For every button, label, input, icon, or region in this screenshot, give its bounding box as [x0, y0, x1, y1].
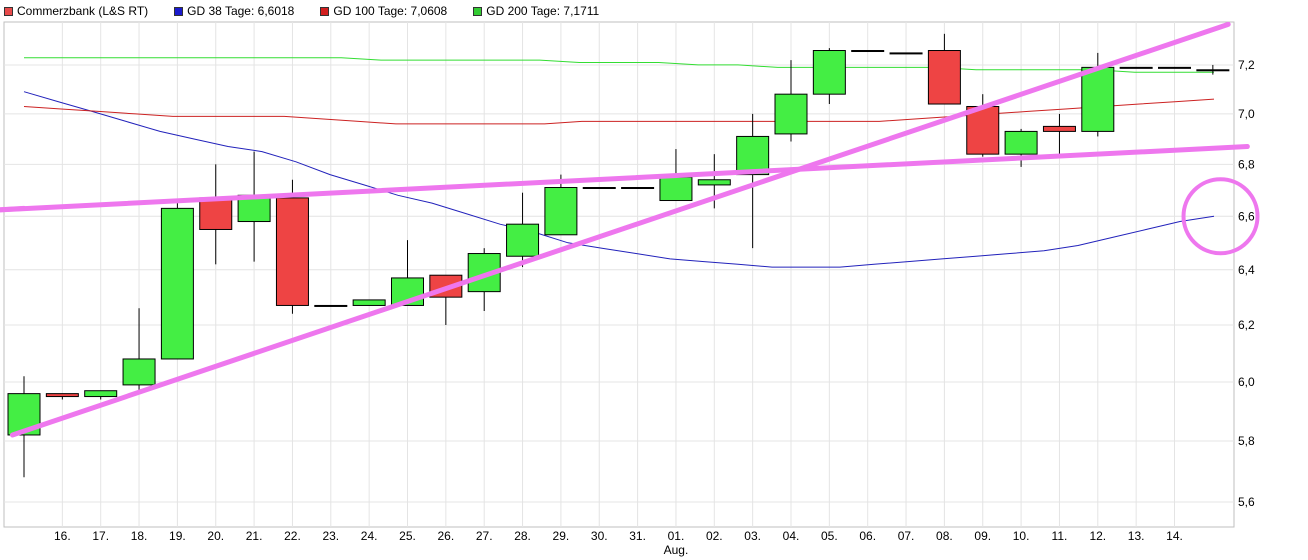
x-tick-label: 08. [936, 529, 953, 543]
y-tick-label: 7,0 [1238, 107, 1255, 121]
candle-body [659, 176, 693, 202]
x-tick-label: 18. [131, 529, 148, 543]
plot-area [3, 21, 1235, 528]
x-tick-label: 20. [207, 529, 224, 543]
x-tick-label: 12. [1089, 529, 1106, 543]
x-sublabel: Aug. [664, 543, 689, 557]
x-tick-label: 06. [859, 529, 876, 543]
x-tick-label: 10. [1013, 529, 1030, 543]
candle-body [736, 135, 770, 176]
x-tick-label: 13. [1128, 529, 1145, 543]
y-tick-label: 5,6 [1238, 495, 1255, 509]
trendline [0, 144, 1250, 213]
series-line-gd38 [23, 91, 1215, 268]
candle-body [1196, 69, 1230, 72]
candle-body [45, 393, 79, 398]
x-tick-label: 19. [169, 529, 186, 543]
x-tick-label: 31. [629, 529, 646, 543]
x-tick-label: 21. [246, 529, 263, 543]
legend-label-commerzbank: Commerzbank (L&S RT) [17, 4, 149, 18]
x-tick-label: 16. [54, 529, 71, 543]
x-tick-label: 30. [591, 529, 608, 543]
x-tick-label: 27. [476, 529, 493, 543]
x-tick-label: 09. [974, 529, 991, 543]
candle-body [889, 52, 923, 55]
candle-body [851, 50, 885, 53]
candle-body [582, 187, 616, 190]
x-tick-label: 29. [553, 529, 570, 543]
x-tick-label: 01. [668, 529, 685, 543]
candle-body [275, 197, 309, 306]
series-line-gd100 [23, 98, 1215, 125]
candle-body [697, 179, 731, 186]
series-line-gd200 [24, 57, 1214, 73]
y-tick-label: 6,4 [1238, 263, 1255, 277]
candle-body [927, 50, 961, 105]
legend-label-gd200: GD 200 Tage: 7,1711 [486, 4, 600, 18]
x-tick-label: 25. [399, 529, 416, 543]
candle-body [160, 207, 194, 360]
candle-body [966, 105, 1000, 155]
candle-body [506, 223, 540, 257]
legend-item-commerzbank: Commerzbank (L&S RT) [4, 4, 148, 18]
x-tick-label: 22. [284, 529, 301, 543]
x-tick-label: 05. [821, 529, 838, 543]
candle-body [1042, 125, 1076, 132]
candle-body [1081, 66, 1115, 132]
y-tick-label: 7,2 [1238, 58, 1255, 72]
trendline [0, 205, 27, 213]
candle-body [1004, 130, 1038, 155]
x-tick-label: 26. [438, 529, 455, 543]
legend-swatch-gd100 [320, 6, 330, 16]
candle-body [84, 390, 118, 398]
x-tick-label: 07. [898, 529, 915, 543]
x-tick-label: 03. [744, 529, 761, 543]
candle-body [1119, 66, 1153, 69]
legend-swatch-gd38 [174, 6, 184, 16]
x-tick-label: 11. [1052, 529, 1068, 543]
y-tick-label: 6,2 [1238, 318, 1255, 332]
legend-label-gd38: GD 38 Tage: 6,6018 [187, 4, 295, 18]
y-tick-label: 6,8 [1238, 157, 1255, 171]
candle-body [812, 50, 846, 95]
x-tick-label: 14. [1166, 529, 1183, 543]
x-tick-label: 04. [783, 529, 800, 543]
legend-item-gd100: GD 100 Tage: 7,0608 [320, 4, 447, 18]
x-tick-label: 23. [322, 529, 339, 543]
legend-swatch-gd200 [473, 6, 483, 16]
y-tick-label: 6,6 [1238, 209, 1255, 223]
candle-body [774, 93, 808, 135]
circle-annotation [1181, 177, 1260, 256]
y-tick-label: 6,0 [1238, 375, 1255, 389]
candle-body [1158, 66, 1191, 69]
candle-body [314, 304, 348, 307]
x-tick-label: 02. [706, 529, 723, 543]
trendline [9, 21, 1231, 438]
legend-label-gd100: GD 100 Tage: 7,0608 [333, 4, 448, 18]
legend-item-gd200: GD 200 Tage: 7,1711 [473, 4, 599, 18]
candle-body [352, 299, 386, 306]
x-tick-label: 24. [361, 529, 378, 543]
candle-body [544, 187, 578, 236]
candle-body [621, 187, 655, 190]
candle-body [199, 197, 233, 230]
x-tick-label: 17. [92, 529, 109, 543]
legend: Commerzbank (L&S RT) GD 38 Tage: 6,6018 … [4, 3, 625, 19]
legend-item-gd38: GD 38 Tage: 6,6018 [174, 4, 294, 18]
y-tick-label: 5,8 [1238, 434, 1255, 448]
x-tick-label: 28. [514, 529, 531, 543]
legend-swatch-commerzbank [4, 6, 13, 16]
candle-body [122, 358, 156, 386]
